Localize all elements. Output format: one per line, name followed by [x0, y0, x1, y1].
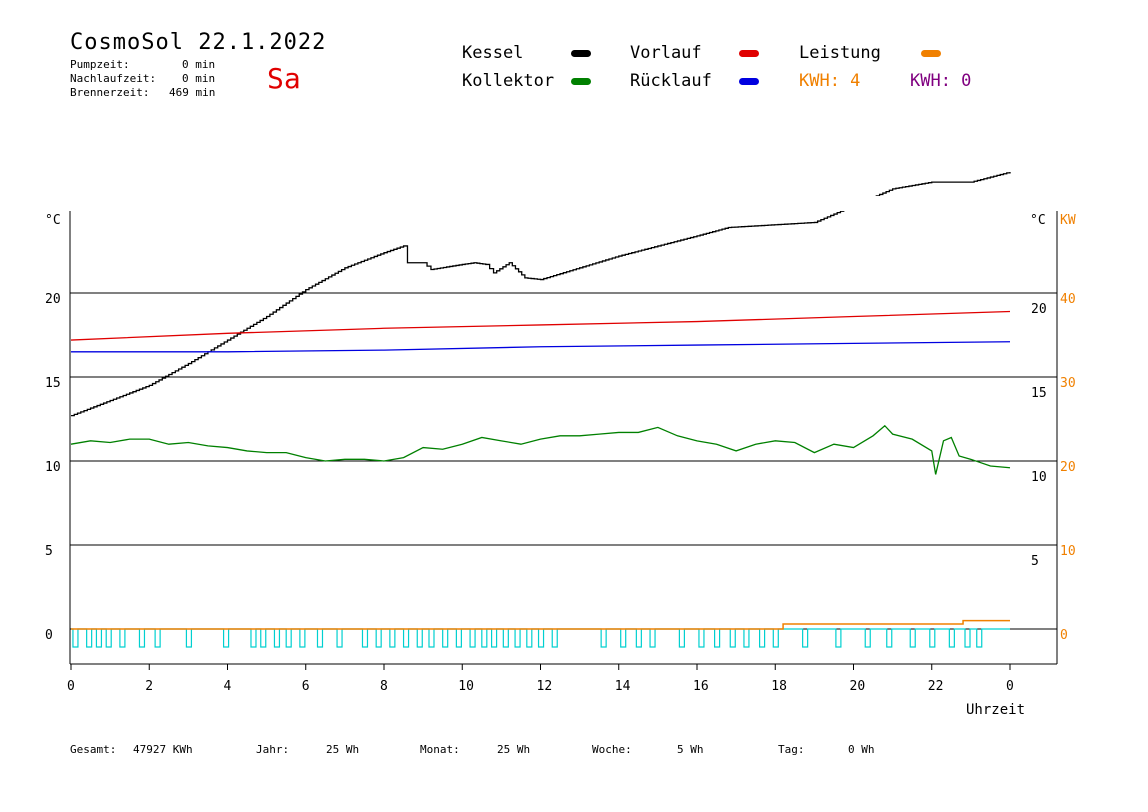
legend-kwh-2: KWH: 0	[910, 71, 972, 91]
y-left-tick-label: 5	[45, 544, 53, 559]
y-right2-tick-label: 20	[1060, 460, 1076, 475]
legend-kessel: Kessel	[462, 43, 524, 63]
legend-kollektor-swatch	[571, 78, 591, 85]
legend-vorlauf: Vorlauf	[630, 43, 702, 63]
y-right-tick-label: 15	[1031, 386, 1047, 401]
footer-year-value: 25 Wh	[326, 743, 360, 756]
legend-kessel-swatch	[571, 50, 591, 57]
x-tick-label: 4	[224, 679, 232, 694]
chart-title: CosmoSol 22.1.2022	[70, 30, 327, 55]
x-tick-label: 0	[1006, 679, 1014, 694]
footer-total-label: Gesamt:	[70, 743, 117, 756]
burner-time-label: Brennerzeit:	[70, 86, 150, 99]
pump-time-label: Pumpzeit:	[70, 58, 130, 71]
series-leistung-line	[71, 619, 1010, 630]
x-tick-label: 20	[850, 679, 866, 694]
pump-time-value: 0 min	[182, 58, 216, 71]
legend-leistung-swatch	[921, 50, 941, 57]
x-tick-label: 2	[145, 679, 153, 694]
x-tick-label: 14	[615, 679, 631, 694]
y-left-tick-label: 0	[45, 628, 53, 643]
y-right-unit: °C	[1030, 213, 1046, 228]
afterrun-time-label: Nachlaufzeit:	[70, 72, 157, 85]
legend-kollektor: Kollektor	[462, 71, 555, 91]
plot-top-mask	[71, 196, 1056, 211]
y-right-tick-label: 10	[1031, 470, 1047, 485]
y-left-tick-label: 10	[45, 460, 61, 475]
y-left-tick-label: 15	[45, 376, 61, 391]
legend-leistung: Leistung	[799, 43, 881, 63]
burner-time-value: 469 min	[169, 86, 216, 99]
footer-total-value: 47927 KWh	[133, 743, 193, 756]
footer-month-value: 25 Wh	[497, 743, 531, 756]
afterrun-time-value: 0 min	[182, 72, 216, 85]
footer-month-label: Monat:	[420, 743, 460, 756]
legend-kwh-1: KWH: 4	[799, 71, 861, 91]
y-right2-tick-label: 0	[1060, 628, 1068, 643]
legend-vorlauf-swatch	[739, 50, 759, 57]
footer-day-value: 0 Wh	[848, 743, 875, 756]
series-kessel-line	[71, 172, 1011, 417]
y-right-tick-label: 20	[1031, 302, 1047, 317]
series-ruecklauf-line	[71, 341, 1011, 353]
series-vorlauf-line	[70, 310, 1011, 341]
x-tick-label: 18	[771, 679, 787, 694]
pump-signal-line	[71, 628, 1010, 648]
footer-year-label: Jahr:	[256, 743, 290, 756]
y-right2-tick-label: 10	[1060, 544, 1076, 559]
x-tick-label: 0	[67, 679, 75, 694]
x-tick-label: 6	[302, 679, 310, 694]
footer-week-label: Woche:	[592, 743, 632, 756]
y-right-tick-label: 5	[1031, 554, 1039, 569]
footer-day-label: Tag:	[778, 743, 805, 756]
x-tick-label: 16	[693, 679, 709, 694]
weekday-label: Sa	[267, 62, 301, 95]
legend-ruecklauf: Rücklauf	[630, 71, 712, 91]
y-left-unit: °C	[45, 213, 61, 228]
x-tick-label: 10	[458, 679, 474, 694]
y-right2-unit: KW	[1060, 213, 1076, 228]
series-kollektor-line	[70, 424, 1011, 475]
x-tick-label: 22	[928, 679, 944, 694]
y-left-tick-label: 20	[45, 292, 61, 307]
y-right2-tick-label: 40	[1060, 292, 1076, 307]
y-right2-tick-label: 30	[1060, 376, 1076, 391]
legend-ruecklauf-swatch	[739, 78, 759, 85]
footer-week-value: 5 Wh	[677, 743, 704, 756]
x-tick-label: 8	[380, 679, 388, 694]
x-tick-label: 12	[537, 679, 553, 694]
x-axis-label: Uhrzeit	[966, 702, 1025, 718]
